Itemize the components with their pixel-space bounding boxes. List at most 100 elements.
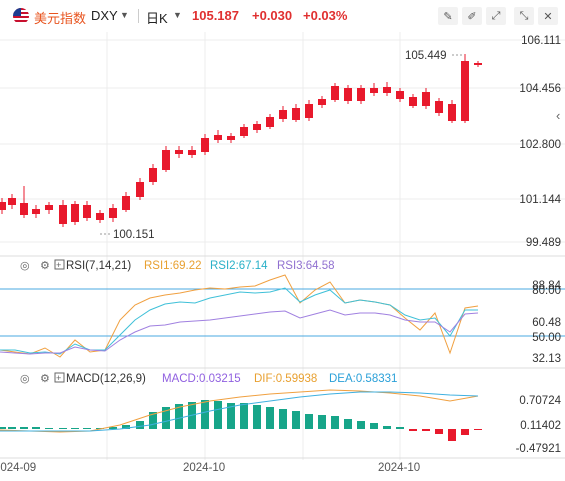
candle-body: [59, 205, 67, 224]
macd-bar: [201, 400, 209, 429]
eye-icon[interactable]: ◎: [20, 373, 30, 385]
macd-bar: [344, 419, 352, 429]
candle-body: [370, 88, 378, 93]
svg-text:+: +: [56, 260, 61, 270]
brush-icon[interactable]: ✐: [462, 7, 482, 25]
macd-bar: [122, 425, 130, 429]
macd-bar: [240, 403, 248, 429]
candle-body: [292, 108, 300, 120]
candle-body: [461, 61, 469, 121]
price-tick: 104.456: [519, 83, 561, 95]
macd-bar: [396, 427, 404, 429]
macd-bar: [448, 429, 456, 441]
last-price: 105.187: [192, 8, 239, 23]
candle-body: [279, 110, 287, 119]
macd-bar: [461, 429, 469, 435]
candle-body: [175, 150, 183, 154]
macd-bar: [71, 428, 79, 429]
rsi2-line: [0, 287, 478, 355]
macd-histogram: [0, 400, 482, 441]
macd-bar: [279, 409, 287, 429]
time-tick: 2024-09: [0, 462, 36, 474]
macd-bar: [32, 427, 40, 429]
settings-icon[interactable]: ⚙: [40, 260, 50, 272]
rsi3-value: RSI3:64.58: [277, 260, 335, 272]
symbol-chevron-down-icon[interactable]: ▼: [120, 10, 129, 20]
macd-bar: [409, 429, 417, 431]
candle-body: [71, 204, 79, 222]
candle-body: [240, 127, 248, 136]
macd-title: MACD(12,26,9): [66, 373, 146, 385]
time-axis: 2024-09 2024-10 2024-10: [0, 462, 420, 474]
candle-body: [188, 150, 196, 155]
macd-bar: [227, 403, 235, 429]
candle-body: [83, 205, 91, 218]
rsi-tick: 88.84: [532, 280, 561, 292]
rsi-axis: 88.84 80.00 60.48 50.00 32.13: [532, 280, 561, 365]
low-label: 100.151: [113, 229, 155, 241]
macd-bar: [83, 428, 91, 429]
price-tick: 101.144: [519, 194, 561, 206]
eye-icon[interactable]: ◎: [20, 260, 30, 272]
candle-body: [32, 209, 40, 214]
candle-body: [422, 92, 430, 106]
high-label: 105.449: [405, 50, 447, 62]
candle-body: [344, 88, 352, 101]
symbol-name-cn[interactable]: 美元指数: [34, 11, 87, 26]
candle-body: [396, 91, 404, 99]
candle-body: [253, 124, 261, 130]
macd-bar: [370, 423, 378, 429]
macd-bar: [59, 428, 67, 429]
price-change-pct: +0.03%: [303, 8, 348, 23]
macd-bar: [0, 427, 6, 429]
candle-body: [474, 63, 482, 65]
settings-icon[interactable]: ⚙: [40, 373, 50, 385]
candle-body: [227, 136, 235, 140]
macd-bar: [318, 415, 326, 429]
price-change: +0.030: [252, 8, 293, 23]
macd-tick: -0.47921: [516, 443, 561, 455]
expand-toggle-icon[interactable]: [54, 372, 65, 383]
collapse-arrow-icon[interactable]: ‹: [556, 108, 560, 123]
candle-body: [122, 196, 130, 210]
macd-bar: [383, 426, 391, 429]
fullscreen-icon[interactable]: ⤡: [514, 7, 534, 25]
macd-bar: [305, 414, 313, 429]
candle-body: [20, 203, 28, 215]
divider: [138, 9, 139, 23]
symbol-code[interactable]: DXY: [91, 8, 118, 23]
candle-body: [448, 104, 456, 121]
candle-body: [357, 88, 365, 101]
candle-body: [109, 208, 117, 218]
macd-bar: [435, 429, 443, 434]
svg-text:+: +: [56, 373, 61, 383]
price-tick: 102.800: [519, 139, 561, 151]
candle-body: [318, 99, 326, 105]
macd-axis: 0.70724 0.11402 -0.47921: [516, 395, 562, 455]
dif-value: DIF:0.59938: [254, 373, 317, 385]
close-icon[interactable]: ✕: [538, 7, 558, 25]
candle-body: [214, 135, 222, 140]
macd-value: MACD:0.03215: [162, 373, 241, 385]
dea-line: [0, 391, 479, 432]
macd-bar: [149, 412, 157, 429]
candle-body: [0, 202, 6, 210]
candle-body: [45, 205, 53, 210]
candle-body: [149, 168, 157, 182]
macd-header: ◎ ⚙ + MACD(12,26,9) MACD:0.03215 DIF:0.5…: [20, 372, 397, 385]
drawing-icon[interactable]: ✎: [438, 7, 458, 25]
period-chevron-down-icon[interactable]: ▼: [173, 10, 182, 20]
rsi-tick: 60.48: [532, 317, 561, 329]
candle-body: [96, 213, 104, 220]
macd-bar: [214, 401, 222, 429]
expand-icon[interactable]: ⤢: [486, 7, 506, 25]
macd-bar: [8, 427, 16, 429]
expand-toggle-icon[interactable]: [54, 259, 65, 270]
candle-body: [409, 97, 417, 106]
candle-body: [331, 86, 339, 100]
macd-bar: [266, 407, 274, 429]
period-selector[interactable]: 日K: [146, 11, 168, 26]
dea-value: DEA:0.58331: [329, 373, 397, 385]
macd-bar: [20, 427, 28, 429]
